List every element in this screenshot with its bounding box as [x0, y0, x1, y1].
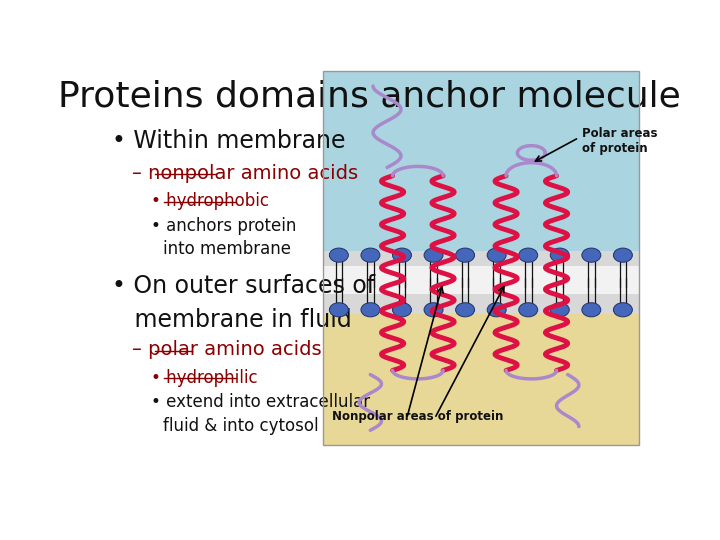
Circle shape — [582, 248, 600, 262]
Text: Polar areas
of protein: Polar areas of protein — [582, 127, 657, 155]
Text: into membrane: into membrane — [163, 240, 291, 258]
Bar — [323, 71, 639, 446]
Circle shape — [361, 303, 380, 317]
Circle shape — [329, 303, 348, 317]
Bar — [323, 314, 639, 446]
Circle shape — [361, 248, 380, 262]
Text: membrane in fluid: membrane in fluid — [112, 308, 352, 332]
Circle shape — [613, 248, 632, 262]
Circle shape — [329, 248, 348, 262]
Circle shape — [456, 248, 474, 262]
Bar — [323, 71, 639, 251]
Bar — [323, 251, 639, 314]
Circle shape — [550, 303, 570, 317]
Circle shape — [582, 303, 600, 317]
Text: Nonpolar areas of protein: Nonpolar areas of protein — [332, 410, 503, 423]
Text: • Within membrane: • Within membrane — [112, 129, 346, 153]
Text: – polar amino acids: – polar amino acids — [132, 341, 321, 360]
Circle shape — [487, 303, 506, 317]
Circle shape — [424, 303, 443, 317]
Circle shape — [456, 303, 474, 317]
Circle shape — [392, 248, 411, 262]
Circle shape — [424, 248, 443, 262]
Text: Proteins domains anchor molecule: Proteins domains anchor molecule — [58, 79, 680, 113]
Circle shape — [550, 248, 570, 262]
Text: • On outer surfaces of: • On outer surfaces of — [112, 274, 375, 298]
Circle shape — [392, 303, 411, 317]
Text: – nonpolar amino acids: – nonpolar amino acids — [132, 164, 358, 183]
Circle shape — [518, 303, 538, 317]
Circle shape — [613, 303, 632, 317]
Circle shape — [487, 248, 506, 262]
Bar — [323, 266, 639, 294]
Text: • extend into extracellular: • extend into extracellular — [151, 393, 371, 411]
Text: • anchors protein: • anchors protein — [151, 217, 297, 234]
Text: • hydrophilic: • hydrophilic — [151, 369, 258, 387]
Text: • hydrophobic: • hydrophobic — [151, 192, 269, 211]
Text: fluid & into cytosol: fluid & into cytosol — [163, 417, 318, 435]
Circle shape — [518, 248, 538, 262]
